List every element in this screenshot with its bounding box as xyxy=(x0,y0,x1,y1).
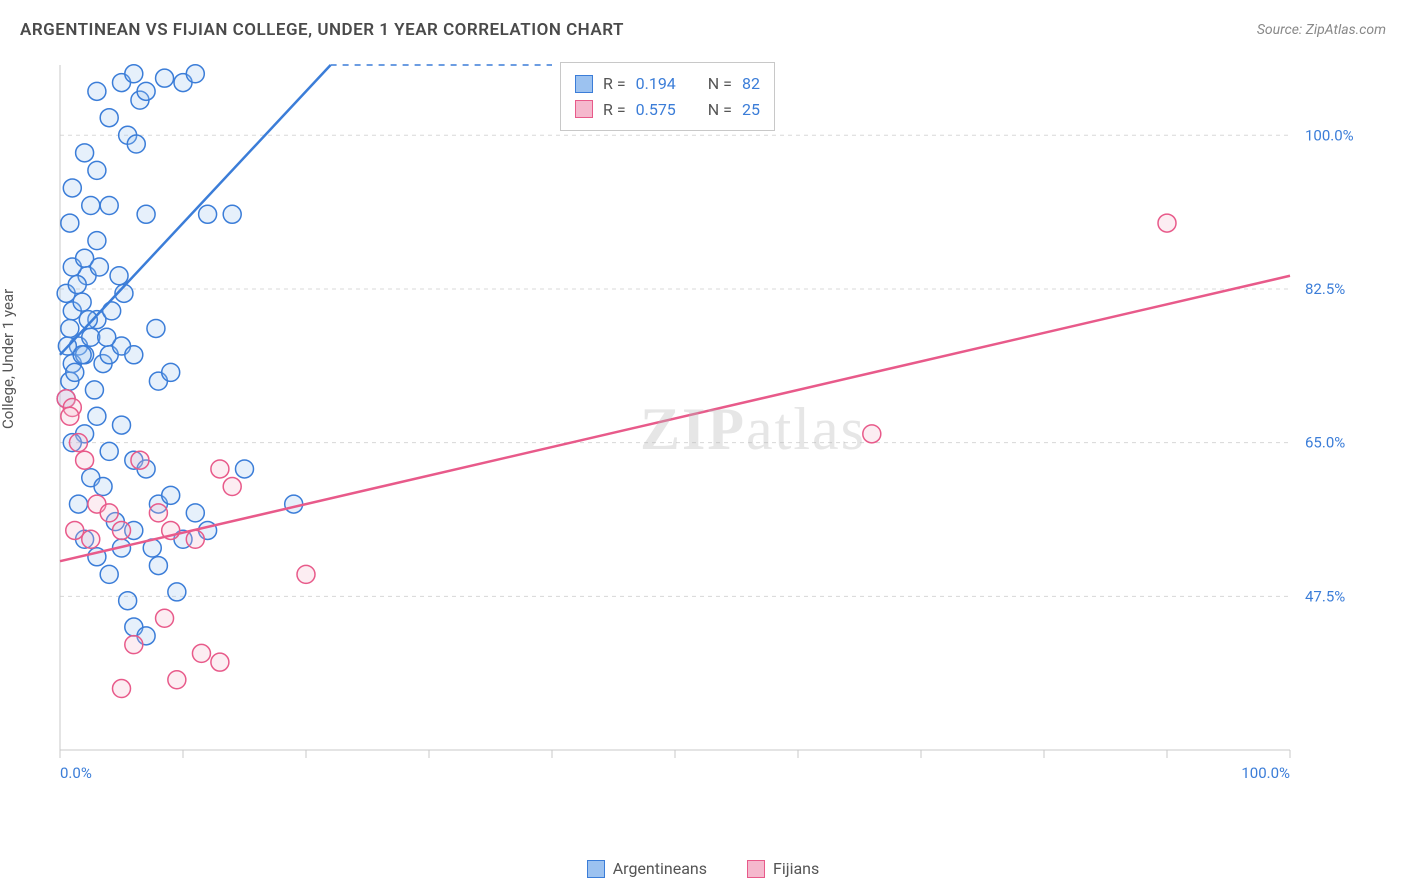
data-point xyxy=(149,557,167,575)
legend-swatch xyxy=(575,75,593,93)
legend-label: Argentineans xyxy=(613,859,707,878)
data-point xyxy=(100,565,118,583)
r-value: 0.194 xyxy=(636,71,676,97)
y-tick-label: 47.5% xyxy=(1305,587,1345,605)
data-point xyxy=(211,653,229,671)
data-point xyxy=(156,69,174,87)
data-point xyxy=(137,82,155,100)
stats-legend-row: R = 0.575 N = 25 xyxy=(575,97,760,123)
data-point xyxy=(156,609,174,627)
correlation-stats-legend: R = 0.194 N = 82 R = 0.575 N = 25 xyxy=(560,62,775,131)
y-tick-label: 82.5% xyxy=(1305,280,1345,298)
y-tick-label: 100.0% xyxy=(1305,126,1354,144)
data-point xyxy=(98,328,116,346)
data-point xyxy=(63,179,81,197)
data-point xyxy=(61,319,79,337)
data-point xyxy=(236,460,254,478)
data-point xyxy=(88,407,106,425)
data-point xyxy=(88,161,106,179)
data-point xyxy=(61,407,79,425)
data-point xyxy=(66,363,84,381)
n-label: N = xyxy=(708,71,732,97)
data-point xyxy=(149,504,167,522)
data-point xyxy=(192,644,210,662)
data-point xyxy=(73,293,91,311)
stats-legend-row: R = 0.194 N = 82 xyxy=(575,71,760,97)
legend-item: Argentineans xyxy=(587,859,707,878)
data-point xyxy=(1158,214,1176,232)
data-point xyxy=(125,65,143,83)
r-label: R = xyxy=(603,71,626,97)
data-point xyxy=(66,521,84,539)
data-point xyxy=(76,451,94,469)
chart-header: ARGENTINEAN VS FIJIAN COLLEGE, UNDER 1 Y… xyxy=(20,20,1386,40)
data-point xyxy=(100,504,118,522)
data-point xyxy=(119,592,137,610)
r-label: R = xyxy=(603,97,626,123)
y-tick-label: 65.0% xyxy=(1305,434,1345,452)
legend-swatch xyxy=(587,860,605,878)
data-point xyxy=(90,258,108,276)
legend-swatch xyxy=(575,100,593,118)
data-point xyxy=(199,205,217,223)
data-point xyxy=(162,363,180,381)
data-point xyxy=(76,144,94,162)
data-point xyxy=(113,416,131,434)
data-point xyxy=(69,495,87,513)
data-point xyxy=(127,135,145,153)
data-point xyxy=(168,671,186,689)
data-point xyxy=(186,65,204,83)
data-point xyxy=(137,205,155,223)
data-point xyxy=(223,478,241,496)
n-value: 82 xyxy=(742,71,760,97)
data-point xyxy=(186,530,204,548)
data-point xyxy=(94,478,112,496)
r-value: 0.575 xyxy=(636,97,676,123)
chart-title: ARGENTINEAN VS FIJIAN COLLEGE, UNDER 1 Y… xyxy=(20,20,624,40)
x-tick-label: 100.0% xyxy=(1241,764,1290,782)
data-point xyxy=(125,636,143,654)
x-tick-label: 0.0% xyxy=(60,764,92,782)
data-point xyxy=(85,381,103,399)
data-point xyxy=(168,583,186,601)
data-point xyxy=(147,319,165,337)
data-point xyxy=(69,434,87,452)
data-point xyxy=(61,214,79,232)
legend-swatch xyxy=(747,860,765,878)
data-point xyxy=(68,276,86,294)
source-attribution: Source: ZipAtlas.com xyxy=(1257,22,1386,38)
data-point xyxy=(88,82,106,100)
data-point xyxy=(88,232,106,250)
data-point xyxy=(100,197,118,215)
data-point xyxy=(113,521,131,539)
data-point xyxy=(100,442,118,460)
data-point xyxy=(863,425,881,443)
trend-line xyxy=(60,276,1290,561)
data-point xyxy=(125,346,143,364)
data-point xyxy=(110,267,128,285)
scatter-plot: 47.5% 65.0% 82.5% 100.0% 0.0% 100.0% xyxy=(50,60,1370,790)
data-point xyxy=(100,109,118,127)
data-point xyxy=(186,504,204,522)
data-point xyxy=(82,197,100,215)
y-axis-label: College, Under 1 year xyxy=(0,289,17,429)
data-point xyxy=(131,451,149,469)
data-point xyxy=(223,205,241,223)
legend-label: Fijians xyxy=(773,859,819,878)
data-point xyxy=(162,486,180,504)
data-point xyxy=(113,680,131,698)
n-label: N = xyxy=(708,97,732,123)
data-point xyxy=(82,530,100,548)
n-value: 25 xyxy=(742,97,760,123)
data-point xyxy=(297,565,315,583)
legend-item: Fijians xyxy=(747,859,819,878)
series-legend: Argentineans Fijians xyxy=(0,859,1406,878)
data-point xyxy=(285,495,303,513)
data-point xyxy=(211,460,229,478)
